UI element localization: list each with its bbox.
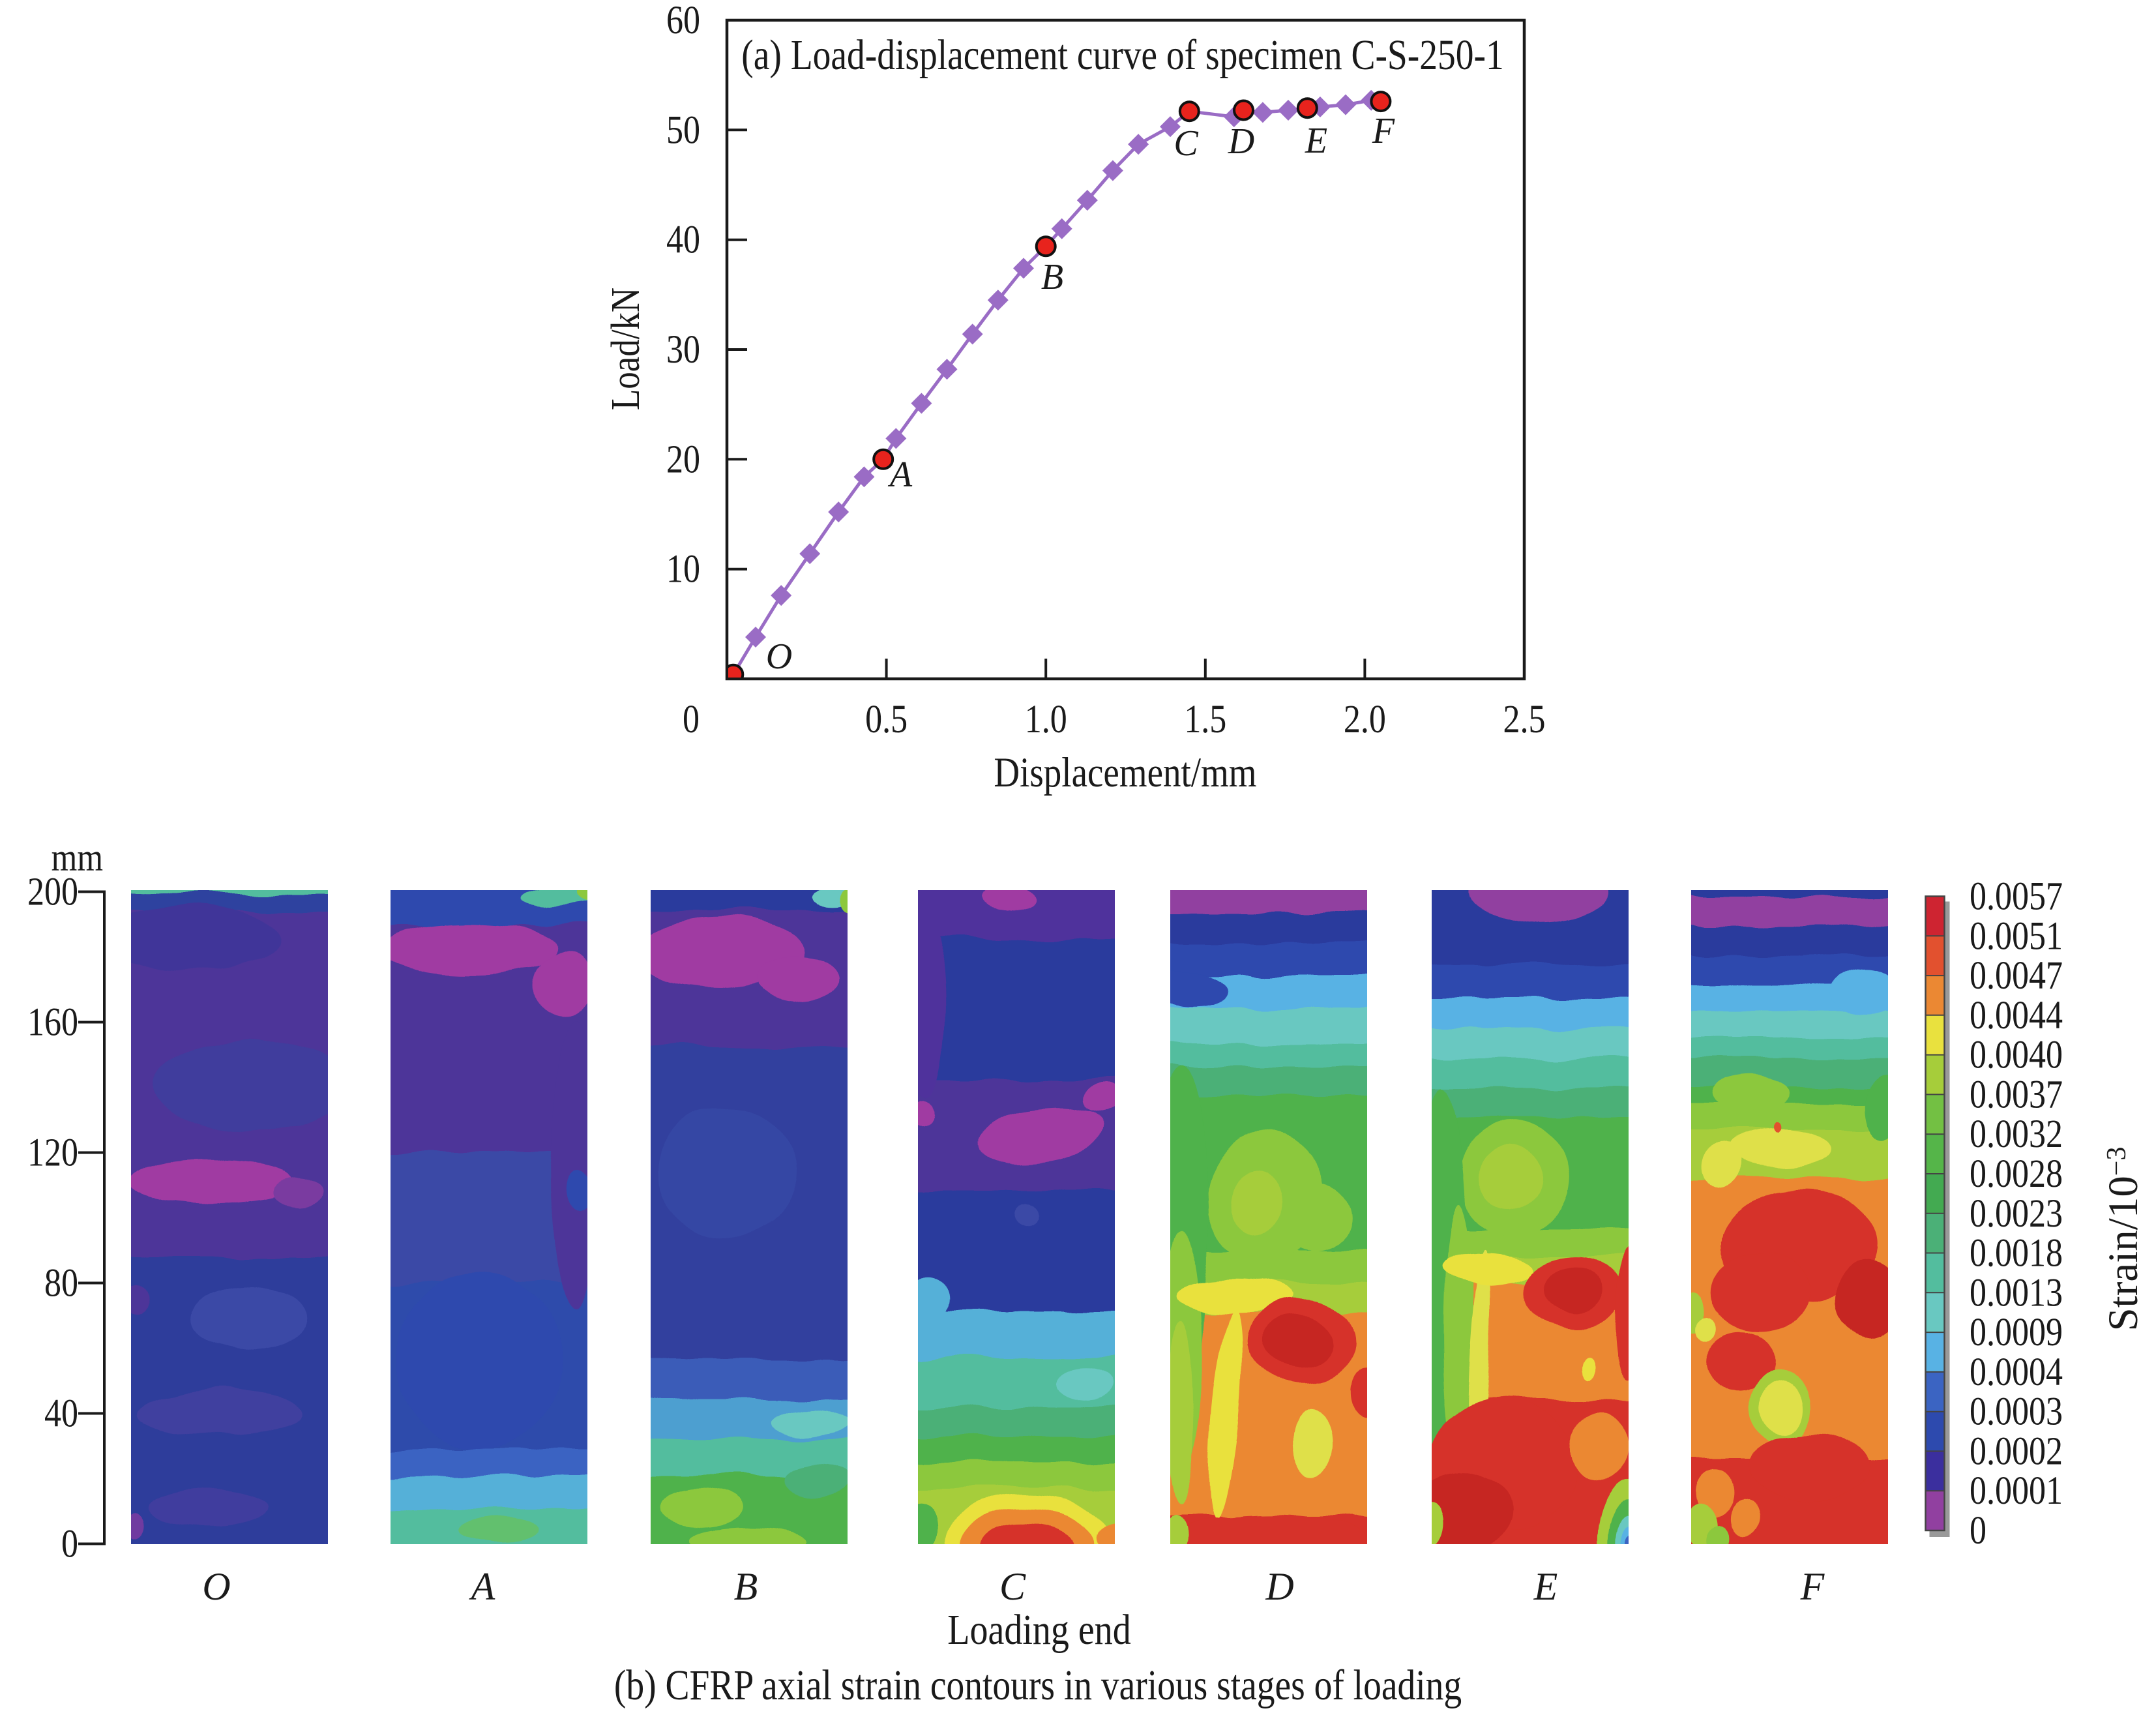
svg-text:F: F xyxy=(1800,1565,1825,1608)
svg-text:0: 0 xyxy=(1970,1508,1986,1553)
svg-text:1.0: 1.0 xyxy=(1025,697,1067,741)
svg-text:O: O xyxy=(202,1565,230,1608)
svg-text:0.0032: 0.0032 xyxy=(1970,1112,2063,1156)
svg-text:mm: mm xyxy=(52,836,103,880)
svg-text:0.0051: 0.0051 xyxy=(1970,914,2063,958)
svg-text:E: E xyxy=(1305,121,1327,161)
svg-text:1.5: 1.5 xyxy=(1184,697,1226,741)
svg-text:B: B xyxy=(1041,257,1063,297)
svg-text:0.0018: 0.0018 xyxy=(1970,1231,2063,1275)
svg-text:C: C xyxy=(1174,123,1198,164)
svg-text:0.0001: 0.0001 xyxy=(1970,1469,2063,1513)
svg-text:40: 40 xyxy=(666,218,700,262)
svg-text:E: E xyxy=(1533,1565,1558,1608)
svg-text:O: O xyxy=(766,636,792,677)
svg-text:Displacement/mm: Displacement/mm xyxy=(994,749,1256,796)
svg-text:10: 10 xyxy=(666,547,700,591)
svg-text:0.0040: 0.0040 xyxy=(1970,1033,2063,1077)
svg-text:80: 80 xyxy=(44,1261,78,1305)
svg-text:Loading end: Loading end xyxy=(947,1606,1130,1654)
svg-text:120: 120 xyxy=(27,1131,78,1175)
svg-text:0.0002: 0.0002 xyxy=(1970,1429,2063,1473)
svg-text:0: 0 xyxy=(683,697,700,741)
svg-text:A: A xyxy=(887,455,913,495)
svg-text:Strain/10−3: Strain/10−3 xyxy=(2100,1146,2147,1331)
svg-text:60: 60 xyxy=(666,0,700,42)
svg-text:0.0047: 0.0047 xyxy=(1970,953,2063,998)
svg-text:Load/kN: Load/kN xyxy=(602,288,648,410)
svg-text:(b) CFRP axial strain contours: (b) CFRP axial strain contours in variou… xyxy=(614,1662,1462,1709)
svg-text:B: B xyxy=(734,1565,758,1608)
svg-text:(a) Load-displacement curve of: (a) Load-displacement curve of specimen … xyxy=(741,32,1503,79)
svg-text:D: D xyxy=(1265,1565,1293,1608)
svg-text:0.0009: 0.0009 xyxy=(1970,1310,2063,1354)
svg-text:0.0057: 0.0057 xyxy=(1970,874,2063,919)
svg-text:A: A xyxy=(469,1565,495,1608)
svg-text:200: 200 xyxy=(27,870,78,914)
svg-text:0.0003: 0.0003 xyxy=(1970,1390,2063,1434)
svg-text:D: D xyxy=(1228,121,1254,162)
svg-text:C: C xyxy=(999,1565,1026,1608)
svg-text:50: 50 xyxy=(666,108,700,152)
svg-text:0.0037: 0.0037 xyxy=(1970,1072,2063,1116)
svg-text:20: 20 xyxy=(666,437,700,481)
svg-text:0.0013: 0.0013 xyxy=(1970,1270,2063,1315)
svg-text:0: 0 xyxy=(61,1522,78,1566)
svg-text:F: F xyxy=(1372,111,1395,151)
svg-text:0.0028: 0.0028 xyxy=(1970,1152,2063,1196)
svg-text:160: 160 xyxy=(27,1000,78,1045)
svg-text:0.0044: 0.0044 xyxy=(1970,993,2063,1037)
svg-text:30: 30 xyxy=(666,327,700,372)
svg-text:40: 40 xyxy=(44,1392,78,1436)
svg-text:0.0004: 0.0004 xyxy=(1970,1350,2063,1394)
svg-text:0.5: 0.5 xyxy=(865,697,908,741)
svg-text:2.0: 2.0 xyxy=(1344,697,1386,741)
svg-text:0.0023: 0.0023 xyxy=(1970,1191,2063,1236)
svg-text:2.5: 2.5 xyxy=(1503,697,1546,741)
